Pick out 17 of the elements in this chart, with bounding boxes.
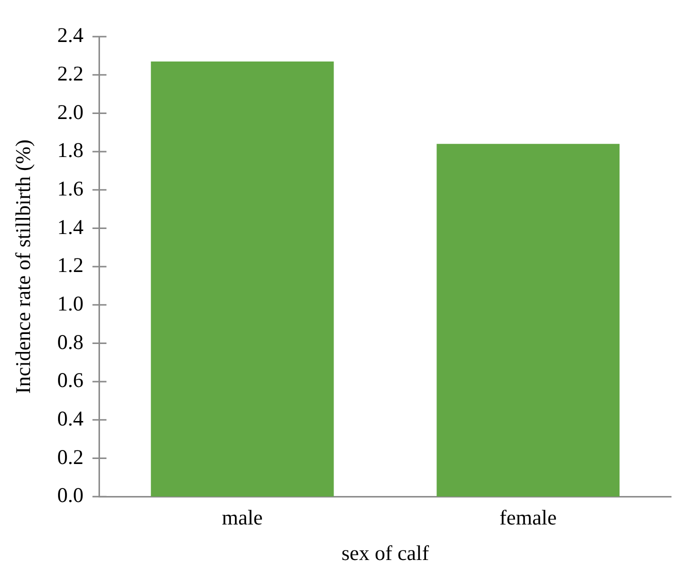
- y-tick-label: 1.6: [57, 176, 84, 200]
- y-tick-label: 2.0: [57, 100, 84, 124]
- x-axis-title: sex of calf: [341, 540, 429, 565]
- y-tick-label: 1.4: [57, 214, 84, 239]
- y-axis-title: Incidence rate of stillbirth (%): [11, 139, 36, 394]
- y-tick-label: 1.2: [57, 253, 84, 278]
- y-tick-label: 0.0: [57, 483, 84, 508]
- x-tick-label: female: [500, 506, 557, 530]
- y-tick-label: 2.4: [57, 23, 84, 48]
- y-tick-label: 1.8: [57, 138, 84, 162]
- y-tick-label: 0.2: [57, 444, 84, 469]
- y-tick-label: 0.4: [57, 406, 84, 430]
- y-tick-label: 1.0: [57, 291, 84, 316]
- y-tick-label: 0.8: [57, 330, 84, 354]
- x-tick-label: male: [222, 506, 263, 530]
- y-tick-label: 0.6: [57, 368, 84, 392]
- y-tick-label: 2.2: [57, 61, 84, 86]
